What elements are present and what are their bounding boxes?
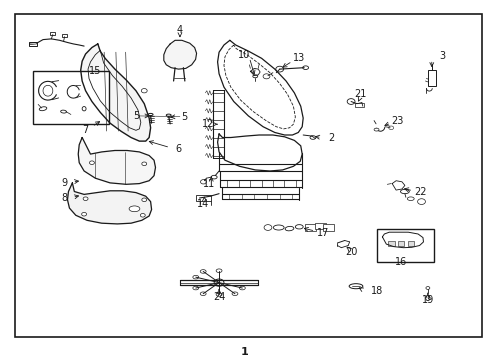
Text: 18: 18 <box>370 286 382 296</box>
Bar <box>397 241 404 246</box>
Text: 24: 24 <box>212 292 225 302</box>
Circle shape <box>141 89 147 93</box>
Circle shape <box>83 197 88 201</box>
Ellipse shape <box>129 206 140 212</box>
Ellipse shape <box>211 175 217 179</box>
Text: 6: 6 <box>175 144 181 154</box>
Polygon shape <box>67 183 151 224</box>
Bar <box>314 223 325 229</box>
Ellipse shape <box>61 110 66 113</box>
Bar <box>33 71 109 124</box>
Text: 15: 15 <box>89 66 102 76</box>
Ellipse shape <box>200 292 205 296</box>
Circle shape <box>200 180 206 184</box>
Ellipse shape <box>273 225 284 230</box>
Circle shape <box>264 225 271 230</box>
Polygon shape <box>81 44 150 141</box>
Ellipse shape <box>82 107 86 111</box>
Text: 8: 8 <box>61 193 67 203</box>
Circle shape <box>140 213 145 217</box>
Circle shape <box>425 287 429 289</box>
Text: 19: 19 <box>421 294 433 305</box>
Bar <box>376 229 433 262</box>
Ellipse shape <box>216 269 222 273</box>
Text: 10: 10 <box>238 50 250 60</box>
Ellipse shape <box>285 226 293 231</box>
Circle shape <box>142 198 146 202</box>
Text: 16: 16 <box>394 257 407 267</box>
Ellipse shape <box>148 113 153 116</box>
Text: 17: 17 <box>316 228 328 238</box>
Circle shape <box>214 279 224 286</box>
Ellipse shape <box>239 286 245 290</box>
Text: 23: 23 <box>390 116 403 126</box>
Bar <box>407 241 413 246</box>
Ellipse shape <box>200 270 206 273</box>
Text: 3: 3 <box>439 51 445 61</box>
Ellipse shape <box>425 296 429 301</box>
Circle shape <box>89 88 95 92</box>
Bar <box>387 241 394 246</box>
Text: 20: 20 <box>344 247 357 257</box>
Ellipse shape <box>192 275 198 279</box>
Ellipse shape <box>302 66 308 69</box>
Circle shape <box>346 99 354 104</box>
Circle shape <box>81 212 86 216</box>
Ellipse shape <box>373 128 378 131</box>
Text: 5: 5 <box>133 111 139 121</box>
Circle shape <box>388 126 393 130</box>
Bar <box>50 32 55 35</box>
Circle shape <box>275 66 283 72</box>
Polygon shape <box>78 138 155 184</box>
Text: 14: 14 <box>196 199 209 210</box>
Text: 2: 2 <box>328 133 334 143</box>
Bar <box>354 103 363 107</box>
Text: 9: 9 <box>61 178 67 188</box>
Text: 1: 1 <box>240 347 248 357</box>
Circle shape <box>89 161 94 165</box>
Text: 7: 7 <box>82 125 88 135</box>
Bar <box>305 224 315 231</box>
Text: 22: 22 <box>413 187 426 197</box>
Ellipse shape <box>309 136 315 139</box>
Ellipse shape <box>216 293 222 296</box>
Text: 5: 5 <box>181 112 186 122</box>
Bar <box>323 224 333 231</box>
Bar <box>195 195 211 201</box>
Bar <box>62 34 67 37</box>
Circle shape <box>142 162 146 166</box>
Ellipse shape <box>232 292 237 296</box>
Text: 12: 12 <box>201 119 214 129</box>
Bar <box>427 70 435 86</box>
Text: 13: 13 <box>292 53 305 63</box>
Ellipse shape <box>407 197 413 201</box>
Text: 11: 11 <box>203 179 215 189</box>
Ellipse shape <box>192 286 198 290</box>
Ellipse shape <box>400 189 408 194</box>
Bar <box>15 14 481 337</box>
Ellipse shape <box>295 225 303 229</box>
Text: 21: 21 <box>354 89 366 99</box>
Circle shape <box>263 74 269 79</box>
Ellipse shape <box>348 284 362 289</box>
Circle shape <box>417 199 425 204</box>
Polygon shape <box>163 40 196 69</box>
Bar <box>29 42 37 46</box>
Ellipse shape <box>166 114 171 116</box>
Ellipse shape <box>39 107 47 111</box>
Text: 4: 4 <box>177 24 183 35</box>
Ellipse shape <box>252 75 257 78</box>
